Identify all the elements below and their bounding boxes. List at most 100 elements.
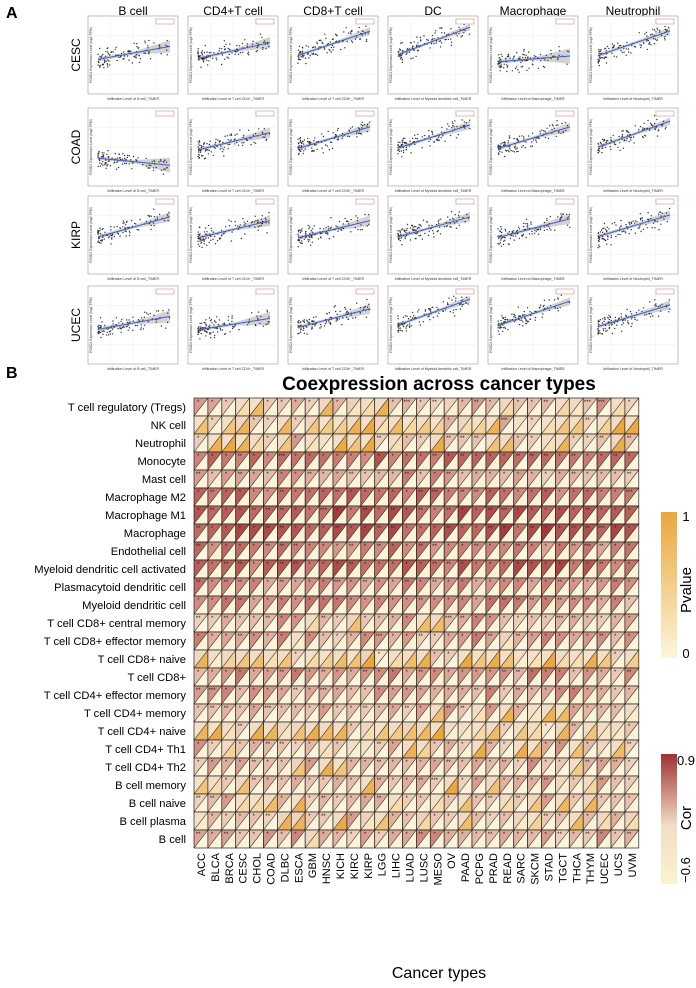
- significance-label: *: [419, 454, 422, 460]
- scatter-point: [643, 122, 645, 125]
- scatter-point: [451, 299, 453, 301]
- scatter-point: [447, 38, 449, 41]
- scatter-point: [431, 131, 434, 133]
- stats-box: [555, 18, 575, 25]
- scatter-point: [610, 148, 612, 150]
- scatter-point: [627, 134, 629, 136]
- scatter-point: [648, 313, 650, 315]
- heatmap-cell: [429, 433, 445, 453]
- scatter-point: [306, 319, 308, 321]
- heatmap-cell: *: [610, 469, 626, 489]
- scatter-point: [244, 39, 246, 41]
- significance-label: *: [364, 490, 367, 496]
- scatter-point: [107, 59, 109, 61]
- scatter-point: [654, 220, 657, 222]
- cell-diagonal: [388, 397, 403, 417]
- scatter-point: [309, 55, 311, 57]
- significance-label: *: [392, 580, 395, 586]
- heatmap-title: Coexpression across cancer types: [282, 374, 596, 395]
- scatter-point: [210, 235, 212, 237]
- scatter-point: [602, 227, 604, 230]
- significance-label: *: [531, 562, 534, 568]
- scatter-point: [368, 223, 370, 225]
- scatter-point: [504, 239, 506, 241]
- scatter-point: [516, 147, 518, 149]
- scatter-point: [459, 308, 462, 310]
- scatter-point: [135, 54, 137, 57]
- scatter-point: [610, 244, 612, 246]
- cell-diagonal: [346, 541, 362, 561]
- significance-label: *: [461, 562, 464, 568]
- cell-diagonal: [360, 415, 375, 435]
- cell-diagonal: [263, 559, 278, 579]
- scatter-point: [399, 231, 402, 233]
- scatter-point: [99, 66, 101, 68]
- heatmap-cell: *: [610, 505, 626, 525]
- scatter-point: [408, 48, 410, 50]
- scatter-point: [649, 316, 652, 318]
- heatmap-cell: **: [416, 487, 431, 507]
- significance-label: *: [419, 562, 422, 568]
- scatter-point: [198, 54, 200, 57]
- scatter-point: [242, 51, 244, 54]
- scatter-point: [618, 317, 620, 319]
- scatter-point: [513, 56, 515, 58]
- scatter-point: [325, 227, 327, 229]
- scatter-point: [126, 156, 128, 159]
- significance-label: *: [461, 400, 464, 406]
- scatter-point: [441, 27, 443, 29]
- scatter-point: [414, 143, 416, 146]
- scatter-point: [202, 58, 204, 60]
- scatter-plot: Infiltration Level of Myeloid dendritic …: [387, 15, 479, 101]
- scatter-point: [409, 227, 412, 229]
- scatter-point: [517, 140, 519, 143]
- cell-diagonal: [624, 487, 640, 507]
- scatter-point: [113, 226, 115, 228]
- scatter-point: [566, 224, 569, 226]
- scatter-point: [597, 247, 599, 249]
- scatter-point: [329, 227, 331, 229]
- scatter-point: [199, 55, 201, 57]
- scatter-point: [104, 324, 106, 327]
- significance-label: **: [585, 508, 590, 514]
- significance-label: *: [461, 472, 464, 478]
- heatmap-cell: *: [499, 523, 515, 543]
- scatter-point: [300, 331, 302, 333]
- scatter-point: [216, 145, 218, 148]
- cell-diagonal: [610, 397, 626, 417]
- scatter-point: [457, 214, 460, 216]
- scatter-point: [200, 146, 203, 149]
- cell-diagonal: [221, 577, 236, 597]
- scatter-point: [619, 142, 621, 144]
- cell-diagonal: [249, 469, 264, 489]
- cell-diagonal: [346, 451, 362, 471]
- scatter-point: [253, 221, 256, 223]
- heatmap-row-label: B cell naive: [129, 798, 186, 810]
- scatter-point: [234, 134, 236, 136]
- scatter-point: [608, 318, 611, 321]
- scatter-point: [552, 55, 554, 57]
- scatter-point: [538, 307, 541, 309]
- scatter-point: [402, 316, 405, 318]
- heatmap-cell: *: [471, 523, 487, 543]
- heatmap-cell: *: [304, 559, 320, 579]
- scatter-point: [498, 153, 500, 156]
- scatter-point: [415, 55, 417, 58]
- scatter-point: [231, 231, 233, 233]
- scatter-point: [199, 338, 201, 340]
- scatter-plot: Infiltration Level of T cell CD4+_TIMERF…: [187, 195, 279, 281]
- scatter-point: [411, 224, 414, 227]
- scatter-y-axis-label: FOXD1 Expression Level (log2 TPM): [89, 119, 93, 175]
- cell-diagonal: [443, 451, 459, 471]
- significance-label: **: [599, 436, 604, 442]
- scatter-point: [342, 40, 344, 43]
- significance-label: *: [406, 436, 409, 442]
- significance-label: *: [406, 490, 409, 496]
- scatter-point: [431, 306, 434, 308]
- scatter-point: [431, 224, 433, 227]
- significance-label: *: [489, 544, 492, 550]
- scatter-point: [124, 224, 127, 226]
- heatmap-cell: *: [541, 469, 556, 489]
- scatter-x-axis-label: Infiltration Level of Macrophage_TIMER: [501, 189, 565, 193]
- significance-label: *: [225, 400, 228, 406]
